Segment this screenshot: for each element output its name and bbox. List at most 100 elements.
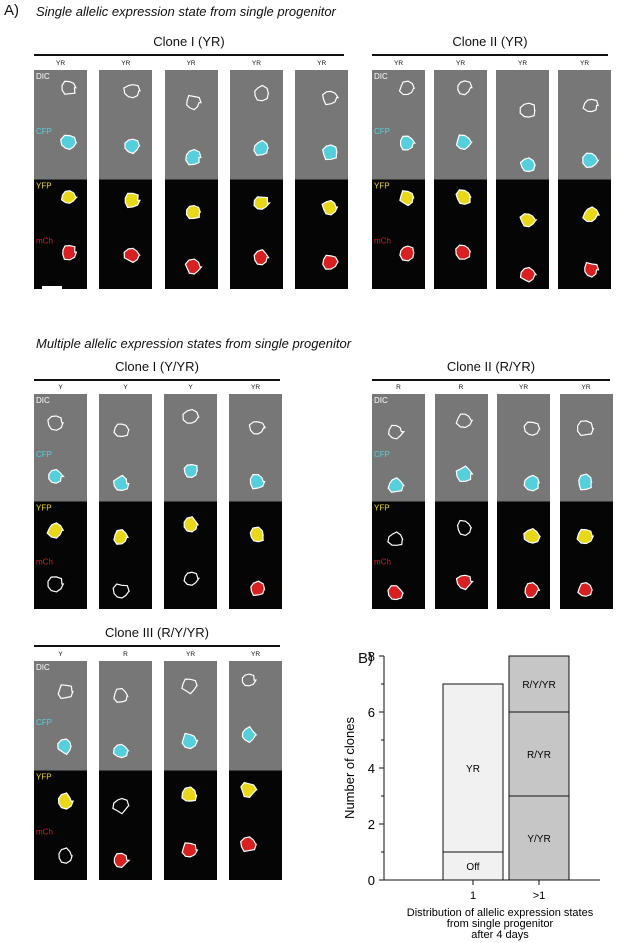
cell-outline-dic (519, 102, 536, 118)
cell-outline-dic (57, 684, 74, 700)
bar-segment-label: R/YR (527, 750, 551, 761)
column-state-label: YR (251, 60, 261, 67)
cell-outline-mch (322, 254, 340, 270)
x-axis-title-line: Distribution of allelic expression state… (407, 907, 594, 919)
y-tick-label: 4 (368, 761, 375, 776)
cell-outline-cfp (400, 135, 416, 151)
channel-label: DIC (374, 72, 388, 81)
cell-outline-cfp (112, 474, 130, 492)
cell-outline-mch (524, 581, 541, 598)
dic-background (229, 70, 283, 180)
cell-outline-yfp (185, 204, 201, 220)
channel-label: DIC (36, 396, 50, 405)
column-state-label: YR (518, 384, 529, 391)
cell-outline-dic (457, 80, 473, 96)
cell-image-column: DIC CFP YFP mCh (372, 70, 425, 289)
y-axis-title: Number of clones (342, 717, 357, 819)
cell-outline-cfp (253, 139, 269, 156)
clone-title: Clone I (YR) (153, 34, 225, 49)
fluorescence-background (295, 179, 349, 289)
column-state-label: Y (58, 384, 63, 391)
cell-image-column (99, 70, 153, 289)
bar-segment (508, 655, 570, 713)
channel-label: CFP (374, 127, 390, 136)
channel-label: DIC (374, 396, 388, 405)
clone-5-rule (34, 645, 280, 647)
fluorescence-background (99, 179, 153, 289)
cell-outline-yfp (456, 519, 472, 537)
stacked-bar-chart: 0 2 4 6 8 Number of clones Off YR 1 Y/YR R/YR R/Y/Y… (342, 649, 600, 941)
cell-outline-dic (248, 421, 267, 435)
cell-outline-dic (576, 420, 594, 437)
column-state-label: YR (393, 60, 404, 67)
column-state-label: YR (317, 60, 327, 67)
bar-segment (508, 711, 570, 797)
cell-outline-cfp (48, 468, 65, 484)
panel-b-label: B) (358, 650, 373, 667)
bar-segment (442, 683, 504, 853)
fluorescence-background (497, 501, 550, 609)
column-state-label: YR (121, 60, 131, 67)
cell-outline-cfp (124, 138, 141, 155)
cell-outline-dic (182, 408, 200, 424)
channel-label: mCh (36, 827, 53, 836)
clone-title: Clone I (Y/YR) (115, 359, 199, 374)
clone-title: Clone III (R/Y/YR) (104, 625, 210, 640)
cell-outline-dic (398, 80, 416, 96)
cell-outline-mch (455, 244, 472, 260)
cell-outline-yfp (249, 526, 264, 543)
column-state-label: YR (579, 60, 590, 67)
cell-outline-yfp (60, 190, 78, 204)
clone-2-rule (372, 54, 608, 56)
cell-outline-dic (254, 84, 270, 102)
cell-outline-cfp (249, 473, 266, 490)
bar-segment-label: Off (466, 862, 479, 873)
dic-background (164, 394, 217, 502)
cell-outline-dic (61, 80, 77, 95)
dic-background (295, 70, 349, 180)
dic-background (372, 70, 425, 180)
cell-outline-yfp (582, 206, 601, 223)
cell-outline-yfp (519, 213, 538, 228)
column-state-label: R (396, 384, 401, 391)
cell-outline-dic (181, 678, 198, 695)
column-state-label: YR (455, 60, 466, 67)
clone-3-y-yr: Clone I (Y/YR) (34, 359, 280, 374)
bar-segment-label: Y/YR (527, 834, 550, 845)
cell-outline-yfp (112, 797, 130, 815)
clone-title: Clone II (YR) (452, 34, 528, 49)
cell-image-column (164, 70, 218, 289)
section2-title: Multiple allelic expression states from … (36, 336, 352, 351)
cell-outline-yfp (183, 516, 200, 533)
dic-background (164, 661, 217, 771)
cell-outline-cfp (183, 463, 198, 479)
cell-outline-mch (62, 244, 78, 261)
channel-label: CFP (36, 127, 52, 136)
cell-image-column (496, 70, 549, 289)
cell-outline-cfp (577, 473, 592, 491)
cell-outline-cfp (387, 477, 406, 493)
cell-image-column (164, 661, 217, 880)
cell-image-column (434, 394, 488, 609)
dic-background (34, 394, 87, 502)
cell-outline-cfp (519, 157, 536, 173)
column-state-label: YR (250, 651, 261, 658)
column-state-label: R (123, 651, 128, 658)
y-tick-label: 6 (368, 705, 375, 720)
channel-label: mCh (374, 557, 391, 566)
cell-outline-mch (123, 247, 142, 264)
cell-outline-yfp (523, 528, 541, 544)
cell-outline-cfp (184, 148, 202, 166)
column-state-label: YR (517, 60, 528, 67)
cell-outline-cfp (455, 465, 474, 483)
cell-outline-mch (399, 245, 415, 262)
column-state-label: R (458, 384, 464, 391)
section1-title: Single allelic expression state from sin… (36, 4, 336, 19)
cell-outline-cfp (322, 144, 338, 161)
cell-outline-yfp (387, 531, 404, 546)
cell-outline-mch (253, 249, 270, 266)
bar-segment (442, 851, 504, 881)
column-state-label: YR (55, 60, 66, 67)
cell-outline-cfp (582, 152, 600, 169)
column-state-label: YR (581, 384, 591, 391)
